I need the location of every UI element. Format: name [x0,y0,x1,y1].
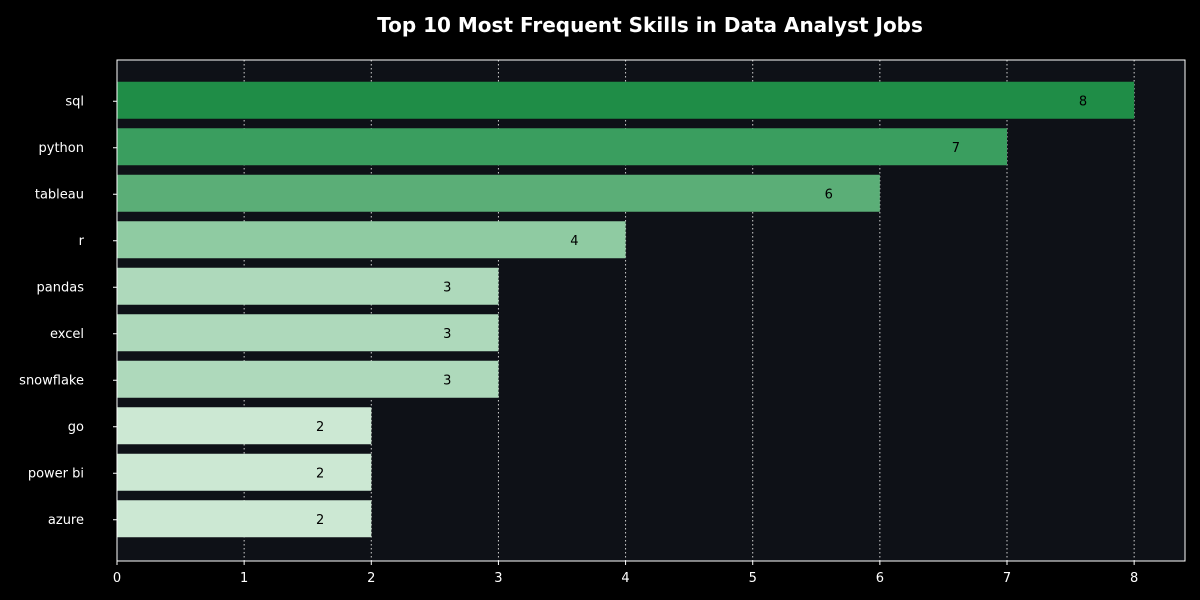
y-tick-label: go [68,420,84,435]
data-label: 8 [1079,94,1087,109]
data-labels: 8 7 6 4 3 3 3 2 2 2 [316,94,1087,528]
y-tick-label: tableau [35,187,84,202]
bar-r [117,221,626,259]
bar-sql [117,81,1135,119]
data-label: 2 [316,420,324,435]
plot-frame [116,59,1186,562]
y-tick-label: azure [48,513,84,528]
data-label: 3 [443,327,451,342]
y-tick-label: pandas [37,280,85,295]
data-label: 7 [952,141,960,156]
bar-pandas [117,267,499,305]
data-label: 2 [316,466,324,481]
bar-go [117,407,372,445]
x-tick-label: 0 [113,571,121,586]
x-tick-label: 7 [1003,571,1011,586]
y-axis-ticks: sql python tableau r pandas excel snowflake go p… [19,94,117,528]
bar-azure [117,500,372,538]
x-tick-label: 4 [621,571,629,586]
y-tick-label: sql [65,94,84,109]
bar-power-bi [117,453,372,491]
y-tick-label: r [79,234,85,249]
x-axis-ticks: 0 1 2 3 4 5 6 7 8 [113,561,1138,586]
data-label: 2 [316,513,324,528]
bar-python [117,128,1007,166]
x-tick-label: 5 [749,571,757,586]
x-tick-label: 1 [240,571,248,586]
y-tick-label: python [39,141,84,156]
x-tick-label: 3 [494,571,502,586]
data-label: 3 [443,280,451,295]
x-tick-label: 8 [1130,571,1138,586]
x-tick-label: 2 [367,571,375,586]
data-label: 3 [443,373,451,388]
bar-excel [117,314,499,352]
y-tick-label: snowflake [19,373,84,388]
x-tick-label: 6 [876,571,884,586]
bar-tableau [117,174,880,212]
y-tick-label: power bi [28,466,84,481]
chart-title: Top 10 Most Frequent Skills in Data Anal… [377,13,923,37]
data-label: 6 [825,187,833,202]
data-label: 4 [570,234,578,249]
y-tick-label: excel [50,327,84,342]
bar-snowflake [117,360,499,398]
bars [117,81,1135,538]
